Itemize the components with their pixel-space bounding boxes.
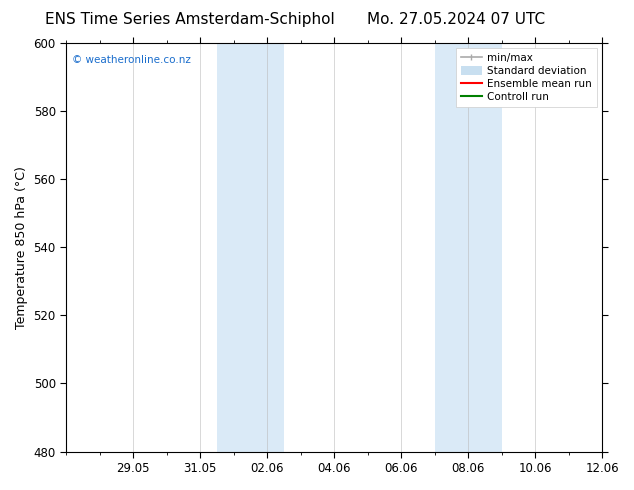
Text: © weatheronline.co.nz: © weatheronline.co.nz bbox=[72, 55, 190, 65]
Legend: min/max, Standard deviation, Ensemble mean run, Controll run: min/max, Standard deviation, Ensemble me… bbox=[456, 48, 597, 107]
Text: Mo. 27.05.2024 07 UTC: Mo. 27.05.2024 07 UTC bbox=[368, 12, 545, 27]
Y-axis label: Temperature 850 hPa (°C): Temperature 850 hPa (°C) bbox=[15, 166, 28, 328]
Bar bbox=[217, 43, 284, 452]
Bar bbox=[435, 43, 501, 452]
Text: ENS Time Series Amsterdam-Schiphol: ENS Time Series Amsterdam-Schiphol bbox=[45, 12, 335, 27]
